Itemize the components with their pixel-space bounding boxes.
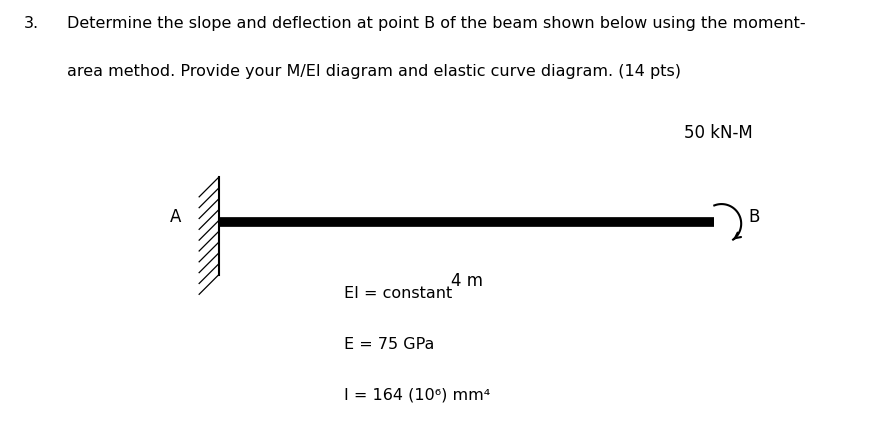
Text: A: A (170, 208, 181, 226)
Text: 50 kN-M: 50 kN-M (685, 124, 753, 142)
Text: Determine the slope and deflection at point B of the beam shown below using the : Determine the slope and deflection at po… (67, 16, 805, 31)
Text: 3.: 3. (24, 16, 39, 31)
Text: E = 75 GPa: E = 75 GPa (344, 337, 434, 352)
Text: 4 m: 4 m (451, 272, 482, 291)
Text: I = 164 (10⁶) mm⁴: I = 164 (10⁶) mm⁴ (344, 388, 490, 403)
Text: area method. Provide your M/EI diagram and elastic curve diagram. (14 pts): area method. Provide your M/EI diagram a… (67, 64, 681, 79)
Text: B: B (748, 208, 760, 226)
Text: EI = constant: EI = constant (344, 286, 452, 301)
